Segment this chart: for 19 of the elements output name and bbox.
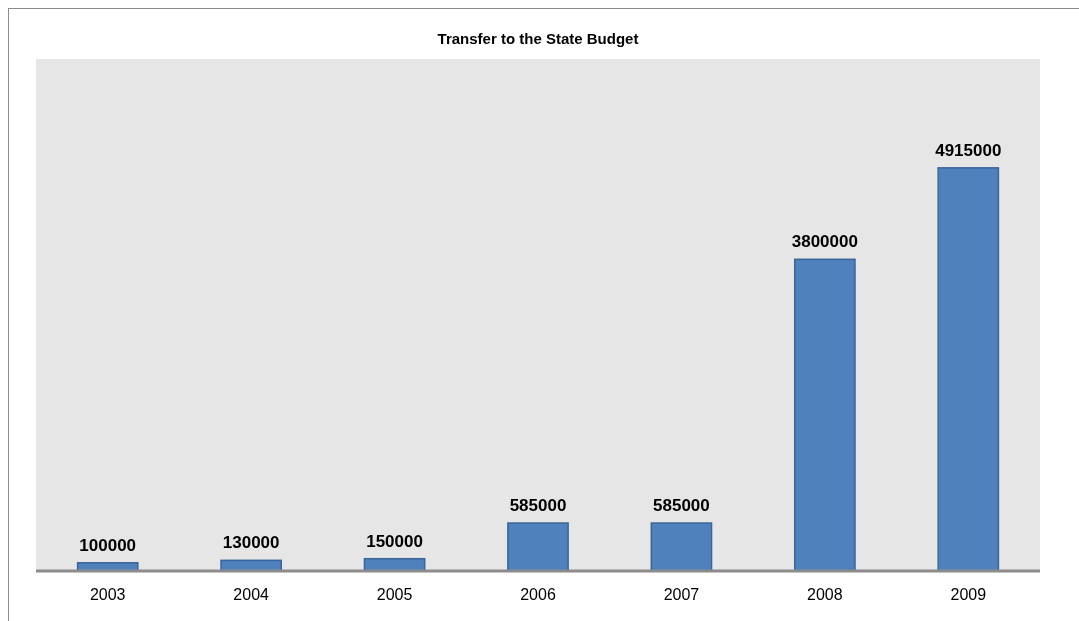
chart-title: Transfer to the State Budget	[437, 30, 639, 47]
data-label: 150000	[366, 531, 423, 551]
data-label: 130000	[222, 533, 280, 553]
bar	[937, 167, 1000, 572]
x-tick-label: 2008	[807, 586, 843, 603]
bar	[650, 522, 713, 572]
x-tick-label: 2005	[376, 586, 413, 603]
x-tick-label: 2007	[663, 586, 700, 603]
x-tick-label: 2006	[520, 586, 556, 603]
data-label: 585000	[509, 496, 567, 516]
data-label: 3800000	[791, 232, 858, 252]
x-tick-label: 2003	[89, 586, 126, 603]
x-tick-label: 2004	[233, 586, 270, 603]
x-tick-label: 2009	[950, 586, 987, 603]
bar	[793, 258, 856, 572]
data-label: 585000	[653, 496, 710, 516]
data-label: 4915000	[935, 140, 1002, 160]
bar	[507, 522, 569, 572]
data-label: 100000	[79, 535, 137, 555]
